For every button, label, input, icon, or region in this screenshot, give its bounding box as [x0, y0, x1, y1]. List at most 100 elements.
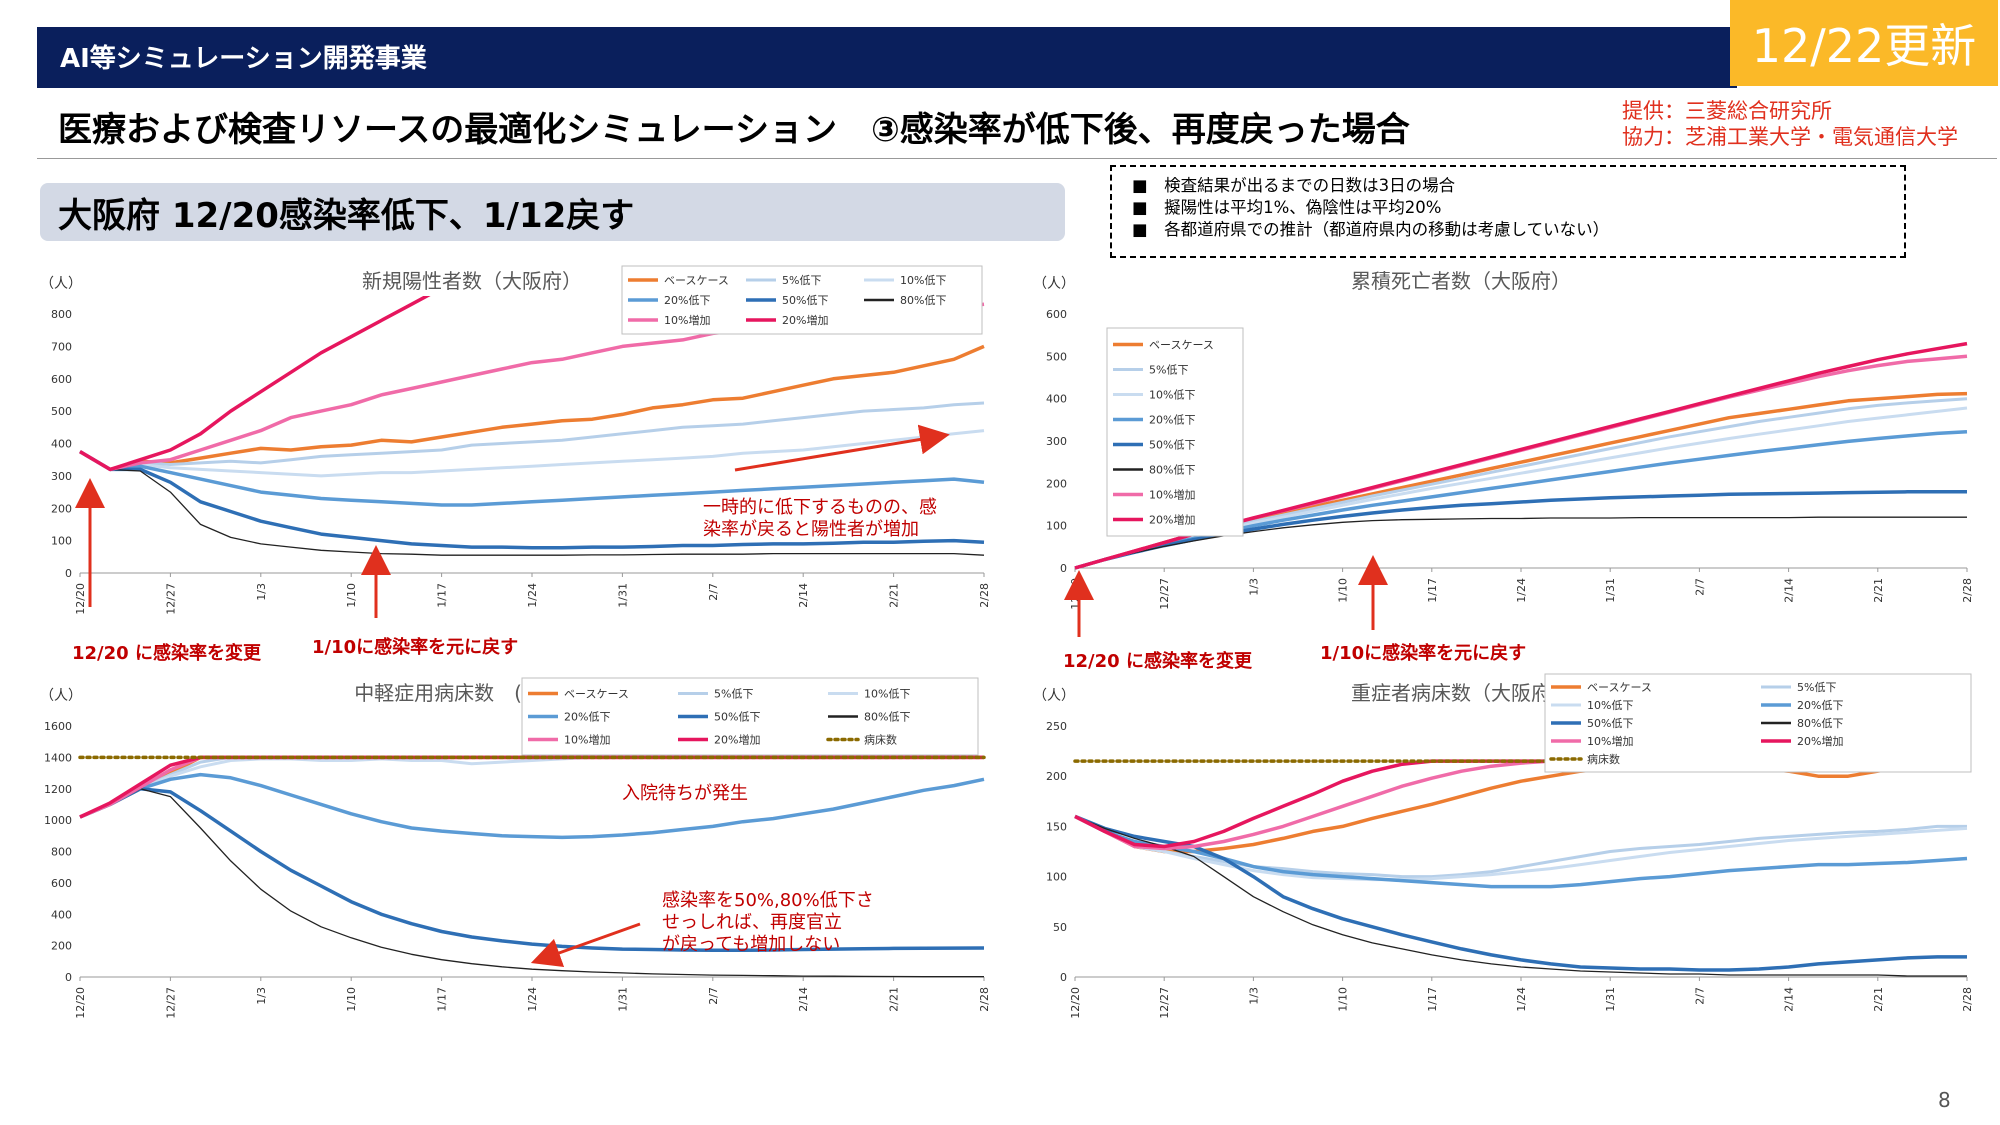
x-tick-label: 2/28: [1961, 987, 1974, 1012]
arrow-temporary-drop: [734, 424, 950, 472]
legend-label-r5: 5%低下: [1149, 364, 1188, 377]
series-line-r50: [1074, 814, 1967, 972]
legend-label-r80: 80%低下: [900, 294, 946, 307]
x-tick-label: 12/27: [1158, 987, 1171, 1019]
chart-severe-beds: 重症者病床数（大阪府） （人） 0 50 100 150 200 250 12/20 12/27 1…: [1025, 670, 1977, 1065]
x-tick-label: 1/17: [436, 987, 449, 1012]
legend-label-r10: 10%低下: [1149, 389, 1195, 402]
series-line-r10: [79, 429, 985, 478]
y-tick-label: 400: [51, 908, 72, 921]
x-tick-label: 2/7: [1693, 987, 1706, 1005]
y-tick-label: 0: [65, 567, 72, 580]
legend-label-capacity: 病床数: [864, 733, 897, 747]
y-tick-label: 400: [1046, 393, 1067, 406]
credit-cooperation: 協力：芝浦工業大学・電気通信大学: [1622, 125, 1958, 149]
x-tick-label: 12/20: [74, 987, 87, 1019]
annotation-change-rate-right: 12/20 に感染率を変更: [1063, 651, 1252, 672]
series-group: [79, 296, 985, 556]
annotation-temporary-drop: 一時的に低下するものの、感 染率が戻ると陽性者が増加: [703, 497, 937, 540]
program-name: AI等シミュレーション開発事業: [60, 44, 427, 74]
series-line-r20: [79, 772, 985, 840]
y-tick-label: 200: [51, 940, 72, 953]
x-tick-label: 1/24: [1515, 578, 1528, 603]
series-line-r5: [79, 401, 985, 471]
x-tick-label: 2/28: [1961, 578, 1974, 603]
chart-svg: 中軽症用病床数 (大阪府)（人）020040060080010001200140…: [40, 677, 991, 1019]
chart-title: 累積死亡者数（大阪府）: [1351, 269, 1571, 293]
y-tick-label: 500: [51, 405, 72, 418]
legend-label-i20: 20%増加: [714, 734, 760, 747]
x-tick-label: 2/21: [1872, 987, 1885, 1012]
credits: 提供：三菱総合研究所 協力：芝浦工業大学・電気通信大学: [1622, 98, 1958, 150]
series-line-base: [1074, 759, 1968, 854]
series-line-r10: [1074, 815, 1968, 882]
legend-label-r80: 80%低下: [1797, 717, 1843, 730]
region-banner: 大阪府 12/20感染率低下、1/12戻す: [40, 183, 1065, 241]
y-tick-label: 0: [65, 971, 72, 984]
x-tick-label: 1/10: [1337, 578, 1350, 603]
legend-box: [1106, 327, 1244, 537]
chart-mild-beds: 中軽症用病床数 (大阪府) （人） 0 200 400 600 800 1000 1200 140…: [32, 670, 992, 1065]
legend-label-r10: 10%低下: [864, 688, 910, 701]
legend-label-r20: 20%低下: [1797, 699, 1843, 712]
x-tick-label: 2/14: [797, 583, 810, 608]
update-badge: 12/22更新: [1730, 0, 1998, 86]
y-tick-label: 100: [51, 535, 72, 548]
legend-label-capacity: 病床数: [1587, 752, 1620, 766]
x-tick-label: 2/21: [1872, 578, 1885, 603]
x-tick-label: 1/31: [616, 583, 629, 608]
chart-new-positives: 新規陽性者数（大阪府） （人） 0 100 200 300 400 500 600 700 800 1…: [32, 258, 992, 663]
x-tick-label: 12/20: [1069, 987, 1082, 1019]
arrow-reduction-note: [530, 922, 641, 968]
y-tick-label: 0: [1060, 562, 1067, 575]
legend-label-i10: 10%増加: [664, 314, 710, 327]
y-tick-label: 800: [51, 308, 72, 321]
x-tick-label: 2/14: [797, 987, 810, 1012]
legend-label-i20: 20%増加: [1149, 514, 1195, 527]
x-tick-label: 1/24: [526, 987, 539, 1012]
legend-label-base: ベースケース: [1149, 339, 1214, 352]
credit-provider: 提供：三菱総合研究所: [1622, 99, 1832, 123]
legend-label-r50: 50%低下: [1149, 439, 1195, 452]
x-tick-label: 2/28: [978, 583, 991, 608]
note-3: ■ 各都道府県での推計（都道府県内の移動は考慮していない）: [1132, 220, 1610, 239]
annotation-reduction-note: 感染率を50%,80%低下さ せっしれば、再度官立 が戻っても増加しない: [662, 890, 874, 955]
legend-label-r50: 50%低下: [714, 711, 760, 724]
y-axis-label: （人）: [40, 276, 82, 292]
legend-label-base: ベースケース: [1587, 681, 1652, 694]
chart-svg: 重症者病床数（大阪府） （人） 0 50 100 150 200 250 12/20 12/27 1…: [1033, 673, 1974, 1019]
y-tick-label: 250: [1046, 720, 1067, 733]
legend-label-i20: 20%増加: [782, 314, 828, 327]
title-divider: [37, 158, 1997, 159]
series-line-i20: [79, 296, 431, 472]
legend-label-r5: 5%低下: [1797, 681, 1836, 694]
x-tick-label: 2/28: [978, 987, 991, 1012]
legend-label-r80: 80%低下: [1149, 464, 1195, 477]
x-tick-label: 1/17: [1426, 578, 1439, 603]
x-tick-label: 1/3: [255, 987, 268, 1005]
x-tick-label: 1/3: [1247, 987, 1260, 1005]
y-tick-label: 100: [1046, 520, 1067, 533]
x-tick-label: 1/17: [436, 583, 449, 608]
legend-label-r10: 10%低下: [900, 274, 946, 287]
assumption-notes: ■ 検査結果が出るまでの日数は3日の場合 ■ 擬陽性は平均1%、偽陰性は平均20…: [1110, 165, 1906, 258]
legend-label-r20: 20%低下: [564, 711, 610, 724]
annotation-restore-rate-left: 1/10に感染率を元に戻す: [312, 637, 519, 658]
y-tick-label: 300: [51, 470, 72, 483]
series-line-r80: [1074, 815, 1967, 977]
legend-label-r5: 5%低下: [714, 688, 753, 701]
series-line-r50: [79, 450, 985, 550]
y-axis-label: （人）: [1033, 276, 1075, 292]
x-tick-label: 1/17: [1426, 987, 1439, 1012]
series-line-r80: [79, 451, 985, 556]
x-tick-label: 2/7: [1693, 578, 1706, 596]
y-tick-label: 400: [51, 438, 72, 451]
x-tick-label: 1/10: [345, 987, 358, 1012]
legend-box: [1544, 673, 1972, 773]
x-tick-label: 12/27: [1158, 578, 1171, 610]
x-tick-label: 1/3: [255, 583, 268, 601]
y-tick-label: 200: [1046, 477, 1067, 490]
x-tick-label: 1/24: [1515, 987, 1528, 1012]
page-title: 医療および検査リソースの最適化シミュレーション ③感染率が低下後、再度戻った場合: [58, 110, 1410, 150]
